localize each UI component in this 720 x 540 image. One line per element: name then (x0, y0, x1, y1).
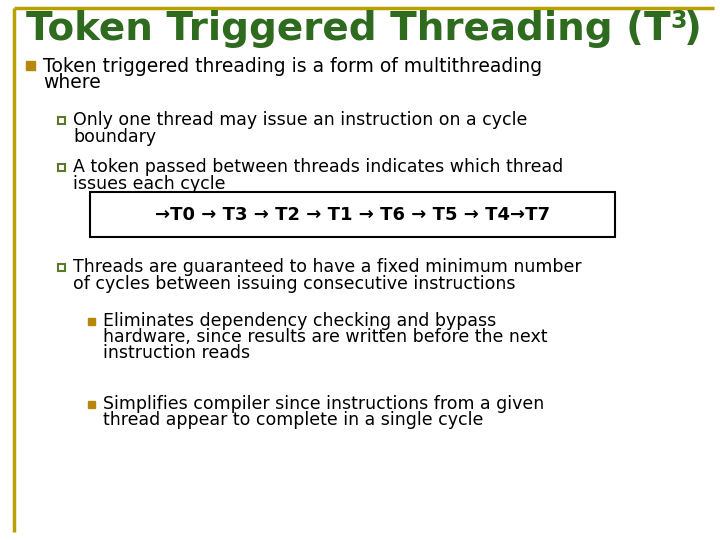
Bar (88, 401, 95, 408)
Text: where: where (43, 72, 101, 91)
Text: Token triggered threading is a form of multithreading: Token triggered threading is a form of m… (43, 57, 542, 76)
Text: Only one thread may issue an instruction on a cycle: Only one thread may issue an instruction… (73, 111, 527, 129)
Text: boundary: boundary (73, 128, 156, 146)
Text: Token Triggered Threading (T: Token Triggered Threading (T (26, 10, 670, 48)
Text: ): ) (683, 10, 701, 48)
Text: →T0 → T3 → T2 → T1 → T6 → T5 → T4→T7: →T0 → T3 → T2 → T1 → T6 → T5 → T4→T7 (155, 206, 550, 224)
Text: 3: 3 (670, 9, 687, 33)
Bar (58, 164, 65, 171)
Text: issues each cycle: issues each cycle (73, 175, 225, 193)
Bar (58, 117, 65, 124)
Bar (26, 61, 35, 70)
FancyBboxPatch shape (90, 192, 615, 237)
Bar (88, 318, 95, 325)
Text: of cycles between issuing consecutive instructions: of cycles between issuing consecutive in… (73, 275, 516, 293)
Text: A token passed between threads indicates which thread: A token passed between threads indicates… (73, 158, 563, 176)
Text: thread appear to complete in a single cycle: thread appear to complete in a single cy… (103, 411, 483, 429)
Text: Threads are guaranteed to have a fixed minimum number: Threads are guaranteed to have a fixed m… (73, 258, 582, 276)
Text: Eliminates dependency checking and bypass: Eliminates dependency checking and bypas… (103, 312, 496, 330)
Text: hardware, since results are written before the next: hardware, since results are written befo… (103, 328, 547, 346)
Bar (58, 264, 65, 271)
Text: instruction reads: instruction reads (103, 344, 250, 362)
Text: Simplifies compiler since instructions from a given: Simplifies compiler since instructions f… (103, 395, 544, 413)
